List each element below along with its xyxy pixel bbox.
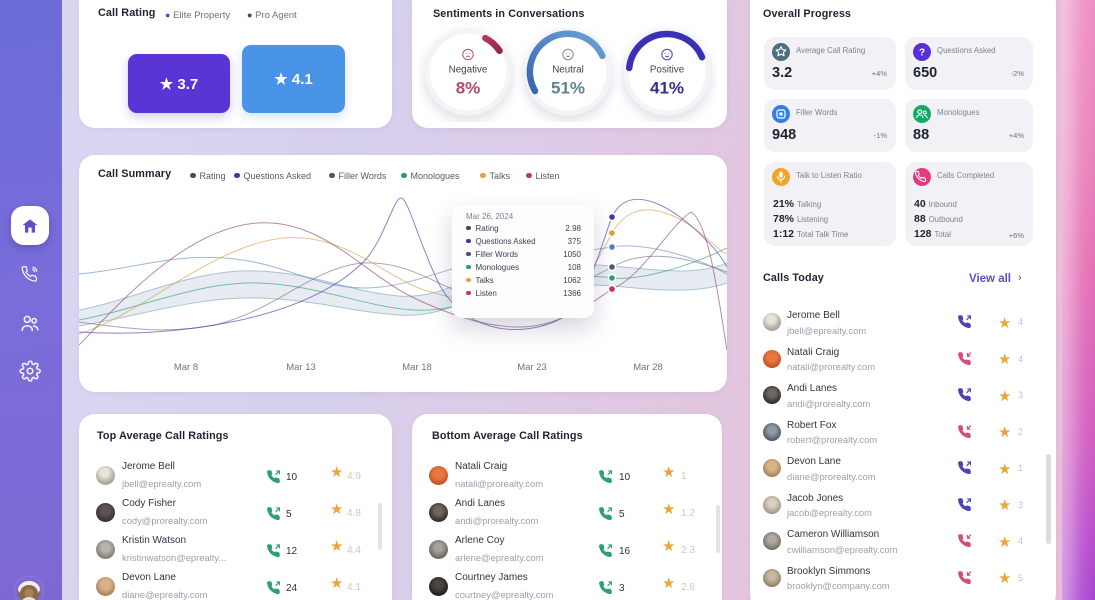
svg-text:Positive: Positive bbox=[650, 65, 685, 76]
svg-text:Negative: Negative bbox=[449, 65, 488, 76]
svg-text:Neutral: Neutral bbox=[552, 65, 584, 76]
svg-text:8%: 8% bbox=[456, 79, 481, 98]
svg-text:41%: 41% bbox=[650, 79, 684, 98]
svg-text:51%: 51% bbox=[551, 79, 585, 98]
svg-text:?: ? bbox=[919, 48, 925, 59]
